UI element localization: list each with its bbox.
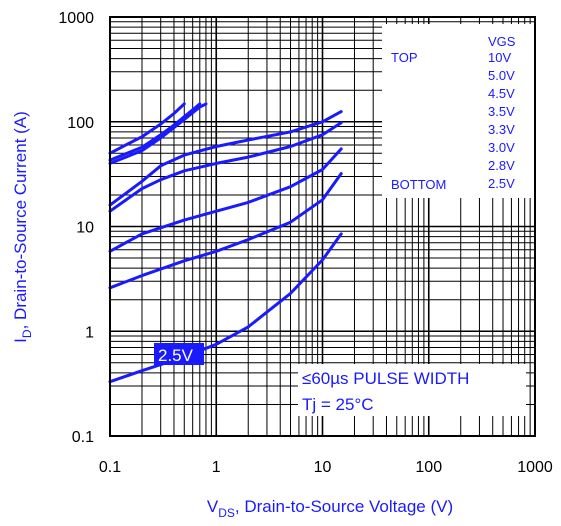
series-line-5	[108, 121, 343, 213]
legend-entry: 4.5V	[488, 86, 515, 101]
plot-frame	[109, 16, 536, 437]
x-axis-label: VDS, Drain-to-Source Voltage (V)	[207, 497, 453, 520]
note-panel	[298, 364, 526, 416]
curve-label-bg	[154, 343, 204, 365]
legend-entry: 3.5V	[488, 104, 515, 119]
legend-entry: 3.0V	[488, 140, 515, 155]
legend-entry: 5.0V	[488, 68, 515, 83]
legend-entry: 2.5V	[488, 176, 515, 191]
legend-top-label: TOP	[391, 50, 418, 65]
y-tick-label: 10	[76, 220, 94, 237]
y-tick-label: 0.1	[72, 429, 94, 446]
junction-temp-note: Tj = 25°C	[302, 395, 374, 414]
pulse-width-note: ≤60µs PULSE WIDTH	[302, 369, 469, 388]
legend-header: VGS	[488, 34, 516, 49]
series-line-1	[108, 102, 186, 155]
y-tick-label: 1000	[58, 10, 94, 27]
series-line-4	[108, 110, 343, 207]
y-tick-labels: 0.1 1 10 100 1000	[58, 10, 94, 446]
series-line-8	[108, 232, 343, 384]
series-line-3	[108, 102, 208, 165]
x-tick-label: 1000	[517, 459, 553, 476]
x-tick-label: 10	[314, 459, 332, 476]
legend-entry: 2.8V	[488, 158, 515, 173]
series-line-2	[108, 102, 202, 162]
curve-label-2-5v: 2.5V	[158, 346, 194, 365]
legend-entry: 10V	[488, 50, 511, 65]
x-tick-label: 0.1	[99, 459, 121, 476]
x-tick-labels: 0.1 1 10 100 1000	[99, 459, 553, 476]
y-axis-label: ID, Drain-to-Source Current (A)	[11, 111, 34, 343]
series-line-6	[108, 147, 343, 253]
legend-entry: 3.3V	[488, 122, 515, 137]
legend-bottom-label: BOTTOM	[391, 177, 446, 192]
series-line-7	[108, 172, 343, 290]
x-tick-label: 1	[212, 459, 221, 476]
y-tick-label: 100	[67, 115, 94, 132]
curves	[108, 102, 343, 384]
legend-panel	[382, 24, 534, 198]
x-tick-label: 100	[415, 459, 442, 476]
y-tick-label: 1	[85, 324, 94, 341]
legend: VGS TOP BOTTOM 10V 5.0V 4.5V 3.5V 3.3V 3…	[391, 34, 516, 192]
